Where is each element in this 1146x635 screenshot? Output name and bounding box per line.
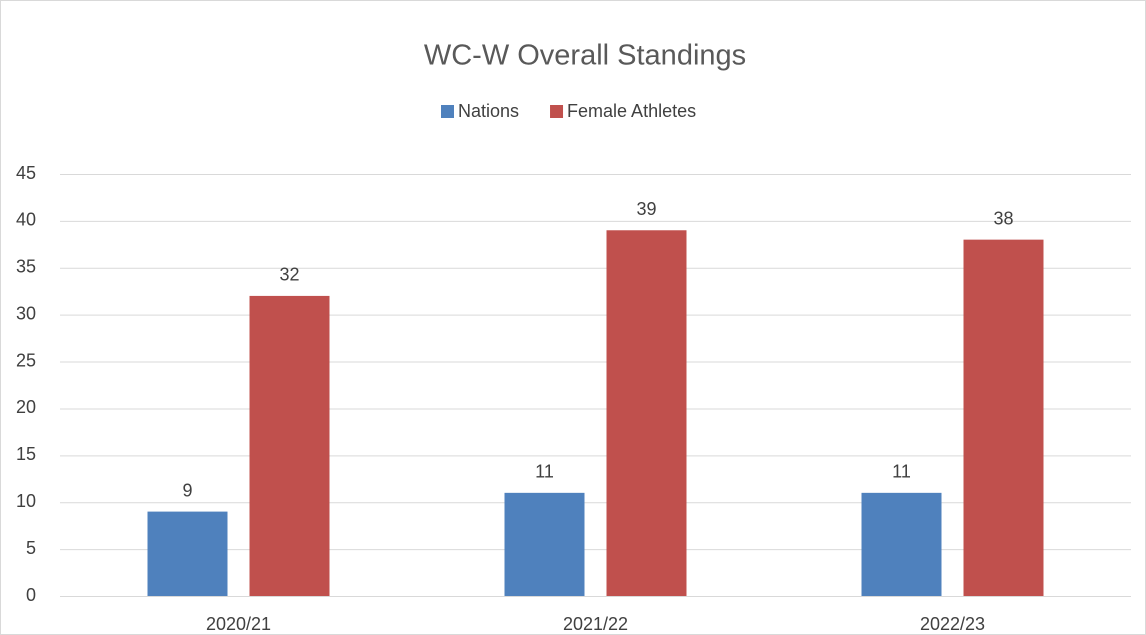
y-tick-label: 45 [16,163,36,183]
data-label: 39 [636,199,656,219]
x-tick-label: 2020/21 [206,614,271,634]
y-tick-label: 25 [16,350,36,370]
legend-swatch [550,105,564,118]
bar [606,230,687,596]
data-label: 9 [182,480,192,500]
data-label: 38 [993,208,1013,228]
bar [249,295,330,596]
chart-title: WC-W Overall Standings [424,40,746,72]
y-tick-label: 0 [26,585,36,605]
bar [963,239,1044,596]
y-tick-label: 35 [16,257,36,277]
y-tick-label: 30 [16,303,36,323]
legend-label: Female Athletes [567,101,696,121]
y-tick-label: 20 [16,397,36,417]
y-tick-label: 15 [16,444,36,464]
y-tick-label: 40 [16,210,36,230]
data-label: 32 [279,265,299,285]
bar [861,492,942,596]
y-tick-label: 5 [26,538,36,558]
x-tick-label: 2022/23 [920,614,985,634]
legend-label: Nations [458,101,519,121]
legend-swatch [441,105,454,118]
bar [147,511,228,596]
bar [504,492,585,596]
x-tick-label: 2021/22 [563,614,628,634]
data-label: 11 [535,462,554,482]
y-tick-label: 10 [16,491,36,511]
data-label: 11 [892,462,911,482]
